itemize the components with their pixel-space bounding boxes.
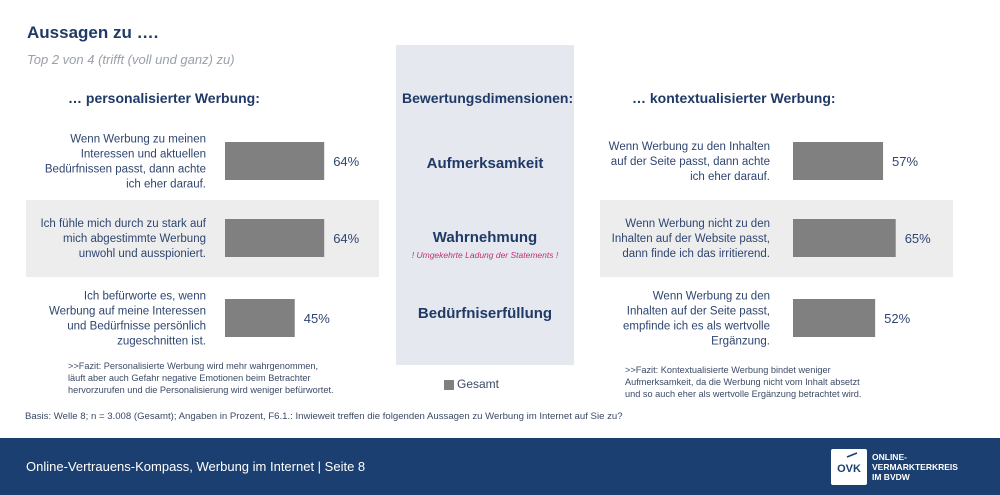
- value-label: 57%: [892, 154, 918, 169]
- statement-text: Ich fühle mich durch zu stark auf: [40, 218, 206, 230]
- basis-note: Basis: Welle 8; n = 3.008 (Gesamt); Anga…: [25, 411, 623, 422]
- bar: [793, 219, 896, 257]
- statement-text: und Bedürfnisse persönlich: [67, 321, 206, 333]
- statement-text: mich abgestimmte Werbung: [63, 233, 206, 245]
- statement-text: Wenn Werbung zu den Inhalten: [609, 141, 770, 153]
- dimension-wahrnehmung: Wahrnehmung: [432, 229, 538, 246]
- statement-text: Inhalten auf der Website passt,: [612, 233, 770, 245]
- value-label: 65%: [905, 231, 931, 246]
- bar: [793, 299, 876, 337]
- statement-text: zugeschnitten ist.: [117, 336, 206, 348]
- statement-text: Wenn Werbung nicht zu den: [625, 218, 770, 230]
- bar: [793, 142, 884, 180]
- fazit-left-line: hervorzurufen und die Personalisierung w…: [68, 385, 334, 395]
- personalized-ads-chart: Wenn Werbung zu meinen Interessen und akt…: [40, 134, 359, 348]
- fazit-right-line: und so auch eher als wertvolle Ergänzung…: [625, 389, 862, 399]
- dimension-aufmerksamkeit: Aufmerksamkeit: [426, 155, 544, 172]
- ovk-logo-icon: OVK: [831, 449, 867, 485]
- legend-label: Gesamt: [457, 377, 500, 391]
- value-label: 64%: [333, 231, 359, 246]
- statement-text: ich eher darauf.: [126, 179, 206, 191]
- logo-line: IM BVDW: [872, 472, 910, 482]
- statement-text: Interessen und aktuellen: [81, 149, 206, 161]
- fazit-right: >>Fazit: Kontextualisierte Werbung binde…: [625, 364, 861, 400]
- statement-text: auf der Seite passt, dann achte: [611, 156, 770, 168]
- page-title: Aussagen zu ….: [27, 23, 159, 42]
- fazit-right-line: Aufmerksamkeit, da die Werbung nicht vom…: [625, 377, 860, 387]
- statement-text: Inhalten auf der Seite passt,: [627, 306, 770, 318]
- legend-swatch: [444, 380, 454, 390]
- statement-text: unwohl und ausspioniert.: [79, 248, 206, 260]
- bar: [225, 299, 295, 337]
- center-column-header: Bewertungsdimensionen:: [402, 90, 574, 106]
- statement-text: Wenn Werbung zu den: [653, 291, 770, 303]
- statement-text: Ergänzung.: [711, 336, 770, 348]
- statement-text: Ich befürworte es, wenn: [84, 291, 206, 303]
- reverse-loading-note: ! Umgekehrte Ladung der Statements !: [411, 250, 559, 260]
- bar: [225, 142, 325, 180]
- value-label: 52%: [884, 311, 910, 326]
- fazit-right-line: >>Fazit: Kontextualisierte Werbung binde…: [625, 365, 831, 375]
- ovk-logo-text: OVK: [837, 463, 861, 475]
- bar: [225, 219, 325, 257]
- ovk-logo-wordmark: ONLINE- VERMARKTERKREIS IM BVDW: [872, 452, 958, 482]
- dimensions-column: [396, 45, 574, 365]
- right-column-header: … kontextualisierter Werbung:: [632, 90, 836, 106]
- statement-text: empfinde ich es als wertvolle: [623, 321, 770, 333]
- statement-text: Werbung auf meine Interessen: [49, 306, 206, 318]
- footer-text: Online-Vertrauens-Kompass, Werbung im In…: [26, 459, 366, 474]
- fazit-left: >>Fazit: Personalisierte Werbung wird me…: [68, 360, 334, 396]
- value-label: 64%: [333, 154, 359, 169]
- fazit-left-line: läuft aber auch Gefahr negative Emotione…: [68, 373, 311, 383]
- statement-text: ich eher darauf.: [690, 171, 770, 183]
- statement-text: Wenn Werbung zu meinen: [70, 134, 206, 146]
- value-label: 45%: [304, 311, 330, 326]
- logo-line: VERMARKTERKREIS: [872, 462, 958, 472]
- left-column-header: … personalisierter Werbung:: [68, 90, 260, 106]
- statement-text: Bedürfnissen passt, dann achte: [45, 164, 206, 176]
- ovk-logo-mark: OVK: [837, 452, 861, 475]
- statement-text: dann finde ich das irritierend.: [622, 248, 770, 260]
- fazit-left-line: >>Fazit: Personalisierte Werbung wird me…: [68, 361, 319, 371]
- contextual-ads-chart: Wenn Werbung zu den Inhalten auf der Seit…: [609, 141, 931, 348]
- page-subtitle: Top 2 von 4 (trifft (voll und ganz) zu): [27, 52, 235, 67]
- dimension-beduerfniserfuellung: Bedürfniserfüllung: [417, 305, 553, 322]
- logo-line: ONLINE-: [872, 452, 907, 462]
